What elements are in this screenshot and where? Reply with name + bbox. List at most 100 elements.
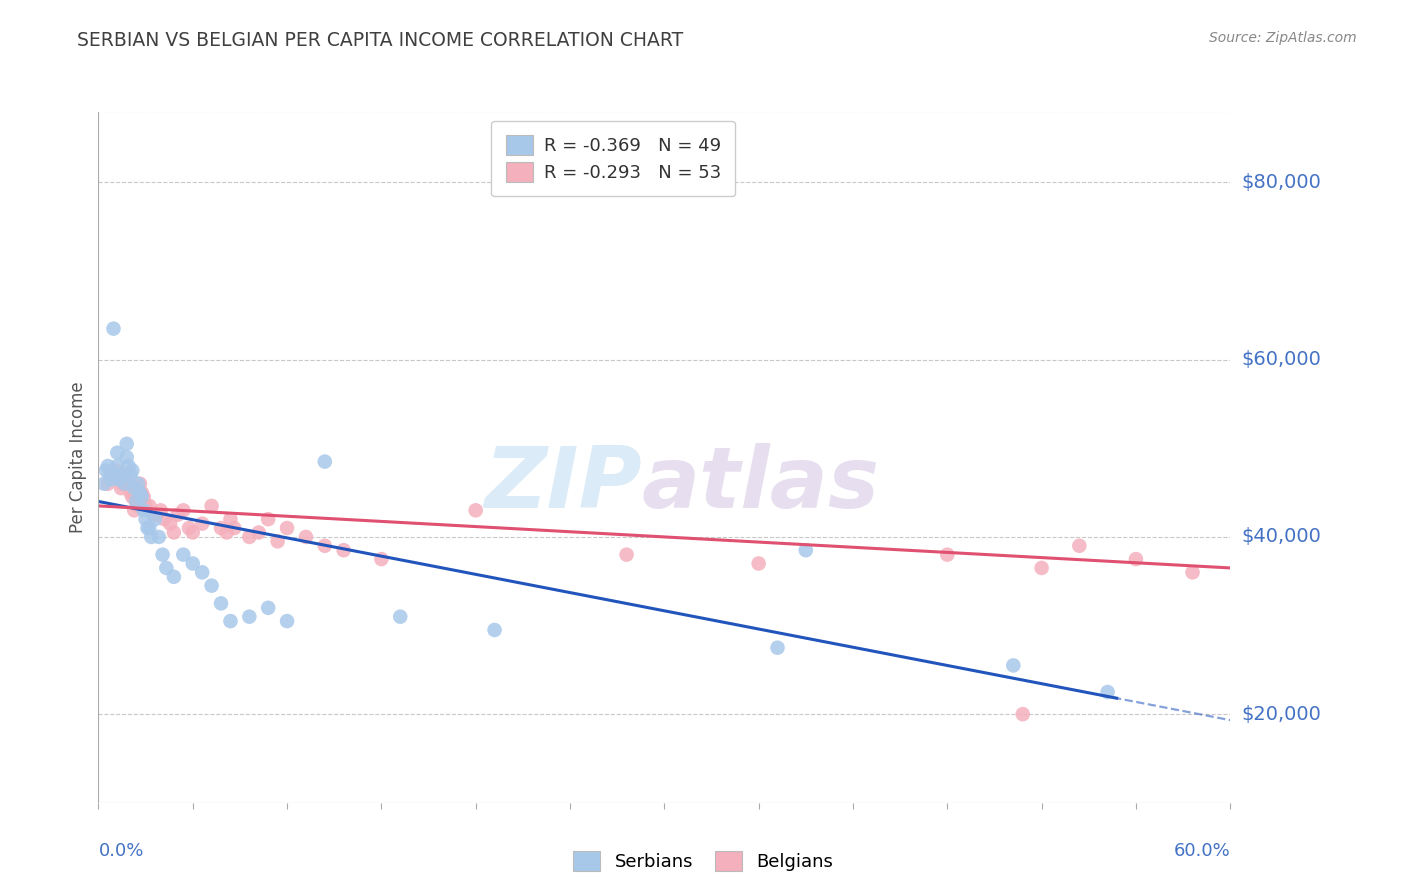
Point [135, 499, 157, 513]
Point [332, 543, 354, 558]
Point [105, 458, 128, 473]
Point [266, 534, 288, 549]
Point [141, 530, 163, 544]
Text: 60.0%: 60.0% [1174, 842, 1230, 860]
Point [129, 476, 152, 491]
Point [103, 321, 125, 335]
Point [97, 476, 120, 491]
Point [219, 614, 242, 628]
Point [115, 437, 138, 451]
Point [108, 467, 131, 482]
Legend: Serbians, Belgians: Serbians, Belgians [565, 844, 841, 879]
Point [238, 530, 260, 544]
Text: Source: ZipAtlas.com: Source: ZipAtlas.com [1209, 31, 1357, 45]
Point [105, 446, 128, 460]
Point [153, 512, 176, 526]
Point [114, 476, 136, 491]
Point [120, 485, 142, 500]
Point [125, 494, 148, 508]
Point [464, 503, 486, 517]
Point [1125, 552, 1147, 566]
Point [132, 490, 155, 504]
Point [131, 485, 153, 500]
Point [122, 503, 145, 517]
Point [127, 499, 149, 513]
Legend: R = -0.369   N = 49, R = -0.293   N = 53: R = -0.369 N = 49, R = -0.293 N = 53 [491, 120, 735, 196]
Point [127, 476, 149, 491]
Point [152, 548, 174, 562]
Point [121, 463, 143, 477]
Point [115, 450, 138, 464]
Point [295, 530, 318, 544]
Point [146, 508, 169, 522]
Point [122, 481, 145, 495]
Point [191, 566, 214, 580]
Point [100, 467, 122, 482]
Point [138, 521, 160, 535]
Point [276, 614, 298, 628]
Text: 0.0%: 0.0% [98, 842, 143, 860]
Point [117, 476, 139, 491]
Point [114, 467, 136, 482]
Point [111, 467, 134, 482]
Point [314, 539, 336, 553]
Point [148, 530, 170, 544]
Point [1031, 561, 1053, 575]
Point [163, 570, 186, 584]
Point [219, 512, 242, 526]
Point [129, 485, 152, 500]
Point [1011, 707, 1033, 722]
Point [115, 472, 138, 486]
Point [111, 476, 134, 491]
Point [155, 561, 177, 575]
Point [215, 525, 238, 540]
Point [484, 623, 506, 637]
Point [163, 525, 186, 540]
Point [257, 512, 280, 526]
Point [125, 494, 148, 508]
Text: SERBIAN VS BELGIAN PER CAPITA INCOME CORRELATION CHART: SERBIAN VS BELGIAN PER CAPITA INCOME COR… [77, 31, 683, 50]
Point [143, 512, 166, 526]
Point [93, 476, 115, 491]
Point [201, 499, 224, 513]
Y-axis label: Per Capita Income: Per Capita Income [69, 382, 87, 533]
Point [138, 499, 160, 513]
Point [120, 467, 142, 482]
Text: ZIP: ZIP [484, 443, 641, 526]
Point [172, 503, 194, 517]
Point [181, 557, 204, 571]
Point [177, 521, 200, 535]
Text: atlas: atlas [641, 443, 880, 526]
Text: $40,000: $40,000 [1241, 527, 1322, 547]
Point [131, 490, 153, 504]
Point [181, 525, 204, 540]
Point [108, 472, 131, 486]
Point [98, 467, 121, 482]
Point [370, 552, 392, 566]
Point [132, 503, 155, 517]
Point [936, 548, 959, 562]
Point [247, 525, 270, 540]
Point [1097, 685, 1119, 699]
Point [135, 512, 157, 526]
Point [238, 609, 260, 624]
Point [136, 521, 159, 535]
Point [117, 458, 139, 473]
Point [201, 579, 224, 593]
Point [224, 521, 246, 535]
Point [104, 463, 127, 477]
Point [209, 596, 232, 610]
Point [100, 472, 122, 486]
Point [209, 521, 232, 535]
Point [1069, 539, 1091, 553]
Text: $20,000: $20,000 [1241, 705, 1322, 723]
Point [110, 481, 132, 495]
Point [1002, 658, 1025, 673]
Point [257, 600, 280, 615]
Point [149, 503, 172, 517]
Point [794, 543, 817, 558]
Point [166, 508, 188, 522]
Point [191, 516, 214, 531]
Point [172, 548, 194, 562]
Point [389, 609, 412, 624]
